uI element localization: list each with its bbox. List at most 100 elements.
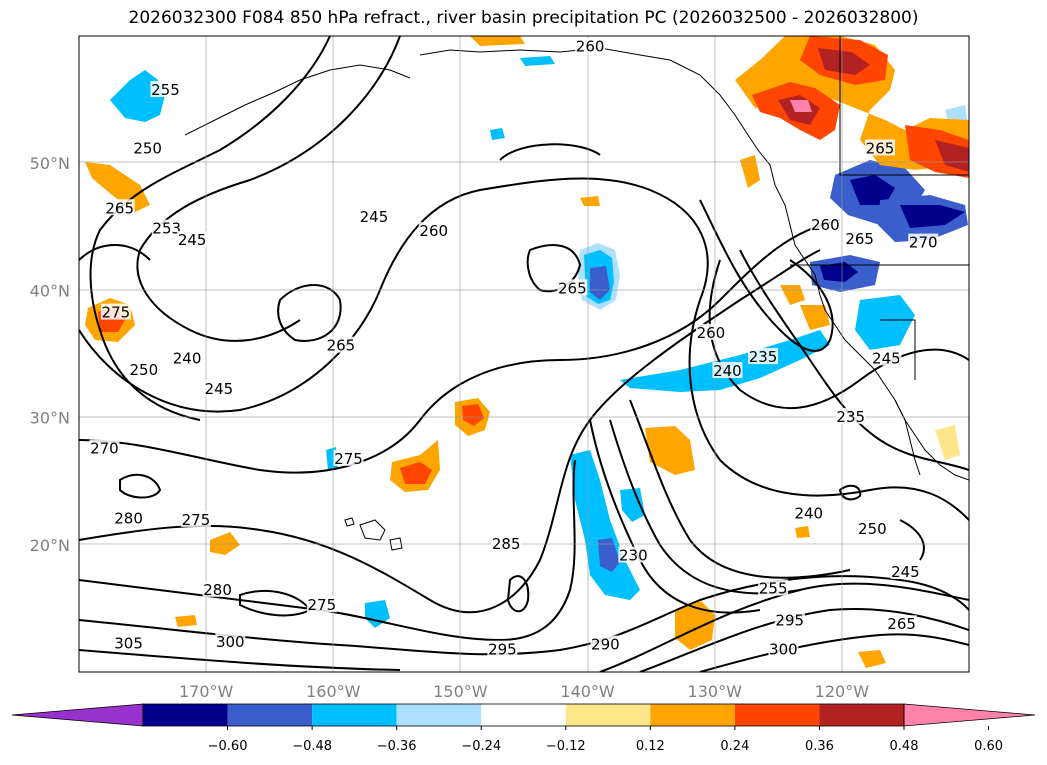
contour-label-background	[203, 379, 234, 396]
contour-label: 245	[891, 563, 920, 581]
lon-tick-label: 140°W	[560, 682, 615, 701]
precip-area	[855, 295, 915, 350]
contour-label-background	[575, 37, 606, 54]
contour-label-background	[557, 279, 588, 296]
precip-area	[620, 488, 645, 522]
contour-label: 265	[105, 199, 134, 217]
contour-line	[739, 249, 969, 471]
contour-label-background	[774, 611, 805, 628]
contour-label: 235	[749, 348, 778, 366]
contour-line	[119, 473, 162, 499]
contour-label: 240	[173, 349, 202, 367]
contour-label: 255	[151, 81, 180, 99]
colorbar-segment	[819, 704, 904, 726]
contour-line	[79, 459, 576, 642]
lat-tick-label: 50°N	[30, 154, 70, 173]
precip-area	[590, 266, 610, 300]
contour-label: 245	[205, 380, 234, 398]
contour-line	[79, 249, 821, 614]
contour-label-background	[151, 219, 182, 236]
contour-label: 280	[114, 510, 143, 528]
contour-line	[79, 219, 841, 474]
contour-label-background	[844, 229, 875, 246]
contour-label-background	[491, 535, 522, 552]
contour-line	[899, 519, 925, 561]
contour-label-background	[857, 519, 888, 536]
map-background	[79, 36, 969, 672]
colorbar-outline	[142, 703, 905, 727]
contour-line	[629, 399, 851, 579]
contour-line	[699, 633, 969, 672]
contour-label-background	[306, 596, 337, 613]
contour-label-background	[325, 336, 356, 353]
contour-label-background	[113, 509, 144, 526]
contour-label: 290	[591, 636, 620, 654]
contour-label: 250	[130, 361, 159, 379]
contour-label-background	[865, 139, 895, 156]
contour-label: 275	[308, 596, 337, 614]
contour-label: 253	[152, 220, 181, 238]
contour-label-background	[89, 439, 120, 456]
precip-area	[858, 650, 886, 668]
contour-label-background	[618, 546, 649, 563]
colorbar-segment	[227, 704, 313, 726]
contour-label-background	[886, 615, 917, 632]
contour-line	[838, 484, 862, 501]
contour-label: 275	[102, 304, 131, 322]
contour-label: 235	[836, 408, 865, 426]
contour-label: 280	[203, 581, 232, 599]
colorbar-segment	[565, 704, 651, 726]
contour-label-background	[590, 635, 621, 652]
precip-area	[470, 36, 525, 46]
contour-label: 250	[858, 520, 887, 538]
border-states	[880, 319, 916, 380]
precip-area	[800, 305, 830, 330]
lat-axis-labels: 50°N 40°N 30°N 20°N	[30, 154, 70, 555]
contour-label: 300	[769, 641, 798, 659]
lat-tick-label: 40°N	[30, 281, 70, 300]
colorbar-tick-label: −0.48	[292, 739, 332, 754]
precip-area	[935, 140, 969, 172]
colorbar-tick-label: 0.24	[720, 739, 749, 754]
precip-area	[900, 205, 965, 228]
colorbar-extend-min	[11, 703, 144, 727]
contour-label: 295	[488, 641, 517, 659]
contour-label: 305	[114, 634, 143, 652]
coastline-hawaii	[344, 517, 355, 527]
border-canada	[839, 36, 969, 176]
colorbar	[11, 703, 1036, 727]
colorbar-tick-label: 0.48	[890, 739, 919, 754]
precip-area	[620, 330, 830, 392]
contour-label-background	[202, 580, 233, 597]
contour-label-background	[793, 504, 824, 521]
lon-tick-label: 160°W	[306, 682, 361, 701]
precip-area	[400, 462, 432, 484]
contour-label: 260	[811, 216, 840, 234]
coastline-baja	[894, 399, 921, 476]
contour-label: 275	[182, 511, 211, 529]
precip-area	[462, 404, 484, 426]
coastlines	[184, 36, 969, 551]
precip-area	[818, 48, 870, 75]
contour-label-background	[758, 579, 789, 596]
contour-label: 300	[216, 633, 245, 651]
coastline-hawaii	[389, 537, 403, 551]
precip-area	[580, 196, 600, 206]
coastline-aleutians	[184, 64, 411, 136]
contour-label-background	[810, 215, 841, 232]
contour-line	[79, 177, 709, 413]
contour-label-background	[487, 640, 518, 657]
contour-label-background	[748, 348, 779, 365]
contour-label: 265	[887, 615, 916, 633]
contour-line	[609, 419, 801, 595]
colorbar-tick-label: 0.36	[805, 739, 834, 754]
contour-label-background	[128, 360, 159, 377]
precip-area	[598, 538, 620, 572]
contour-line	[639, 608, 969, 672]
contour-label-background	[871, 349, 902, 366]
contour-label-background	[132, 139, 163, 156]
contour-line	[699, 199, 834, 352]
contour-label: 245	[872, 349, 901, 367]
